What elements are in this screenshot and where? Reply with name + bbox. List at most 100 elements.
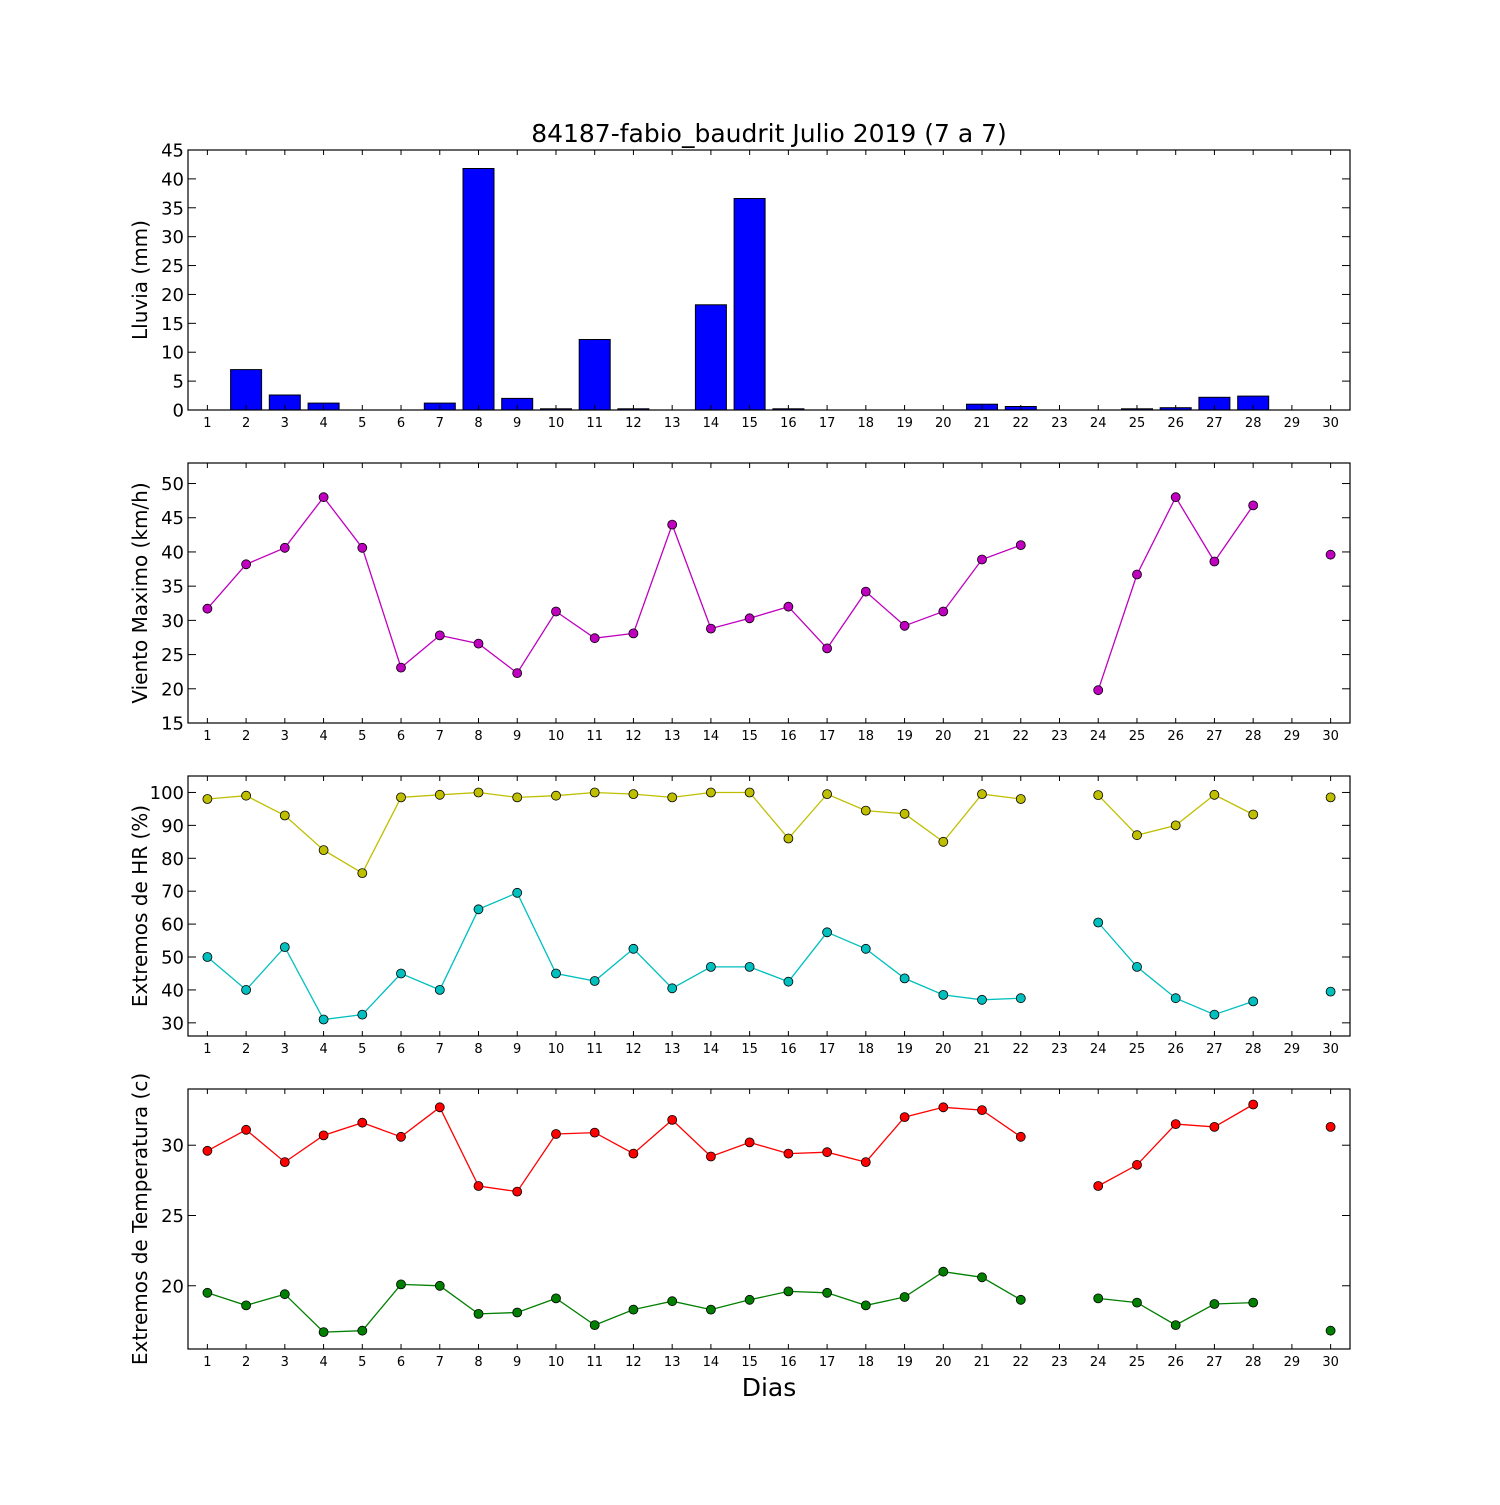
series-2-point-day-26 xyxy=(1170,1320,1181,1330)
panel-4-xtick-label-3: 3 xyxy=(281,1355,289,1370)
panel-2-ytick-label-35: 35 xyxy=(161,577,184,598)
series-1-point-day-5 xyxy=(357,542,368,553)
series-1-point-day-2 xyxy=(241,790,252,801)
panel-1-xtick-label-9: 9 xyxy=(513,416,521,431)
panel-4-xtick-label-21: 21 xyxy=(974,1355,991,1370)
series-2-point-day-6 xyxy=(396,968,406,979)
series-2-point-day-10 xyxy=(551,1293,561,1304)
panel-3-xtick-label-15: 15 xyxy=(741,1042,758,1057)
panel-2-xtick-label-19: 19 xyxy=(896,729,913,744)
series-1-point-day-17 xyxy=(822,1147,832,1158)
panel-3-xtick-label-11: 11 xyxy=(586,1042,603,1057)
series-2-point-day-20 xyxy=(938,990,949,1000)
series-2-point-day-11 xyxy=(589,976,600,986)
series-1-point-day-17 xyxy=(822,789,832,799)
series-2-point-day-8 xyxy=(473,904,484,915)
series-2-point-day-27 xyxy=(1209,1299,1220,1309)
panel-4-xtick-label-24: 24 xyxy=(1090,1355,1107,1370)
series-2-point-day-14 xyxy=(706,962,716,972)
panel-2-xtick-label-7: 7 xyxy=(436,729,444,744)
series-1-point-day-9 xyxy=(512,1186,523,1197)
series-1-point-day-15 xyxy=(744,613,755,624)
series-2-point-day-19 xyxy=(899,1292,910,1302)
panel-4-xtick-label-6: 6 xyxy=(397,1355,405,1370)
series-2-point-day-17 xyxy=(822,927,832,938)
chart-title: 84187-fabio_baudrit Julio 2019 (7 a 7) xyxy=(531,119,1007,148)
panel-2-xtick-label-10: 10 xyxy=(548,729,565,744)
series-1-point-day-18 xyxy=(860,586,871,597)
series-2-line-segment-1 xyxy=(207,1271,1022,1333)
series-2-line-segment-1 xyxy=(206,891,1021,1021)
panel-1-ytick-label-5: 5 xyxy=(173,372,184,393)
panel-1-xtick-label-26: 26 xyxy=(1167,416,1184,431)
panel-2-ytick-label-20: 20 xyxy=(161,679,184,700)
panel-1-xtick-label-30: 30 xyxy=(1322,416,1339,431)
series-1-point-day-22 xyxy=(1015,1131,1026,1142)
panel-2-xtick-label-29: 29 xyxy=(1284,729,1301,744)
panel-2-xtick-label-28: 28 xyxy=(1245,729,1262,744)
panel-3-xtick-label-26: 26 xyxy=(1167,1042,1184,1057)
series-1-point-day-22 xyxy=(1015,794,1026,804)
panel-1-ytick-label-0: 0 xyxy=(173,401,184,422)
panel-4-xtick-label-1: 1 xyxy=(203,1355,211,1370)
series-1-point-day-20 xyxy=(938,1102,949,1113)
series-2-point-day-5 xyxy=(357,1009,368,1020)
panel-3-ytick-label-70: 70 xyxy=(161,882,184,903)
panel-3-xtick-label-8: 8 xyxy=(474,1042,482,1057)
series-1-point-day-6 xyxy=(396,662,406,673)
panel-2-xtick-label-1: 1 xyxy=(203,729,211,744)
series-1-point-day-3 xyxy=(279,810,290,821)
series-1-point-day-19 xyxy=(899,1112,910,1122)
series-1-point-day-1 xyxy=(202,603,213,614)
series-1-point-day-13 xyxy=(667,519,678,530)
series-1-point-day-25 xyxy=(1132,569,1142,580)
panel-3-xtick-label-22: 22 xyxy=(1013,1042,1030,1057)
series-2-point-day-9 xyxy=(512,1307,523,1318)
series-1-point-day-8 xyxy=(473,638,484,649)
panel-4-xtick-label-14: 14 xyxy=(703,1355,720,1370)
series-1-point-day-17 xyxy=(822,643,832,654)
panel-4-xtick-label-7: 7 xyxy=(436,1355,444,1370)
panel-3-xtick-label-10: 10 xyxy=(548,1042,565,1057)
panel-2-xtick-label-13: 13 xyxy=(664,729,681,744)
series-1-point-day-30 xyxy=(1325,1122,1336,1132)
series-1-point-day-14 xyxy=(706,623,716,634)
panel-3-ylabel: Extremos de HR (%) xyxy=(128,805,152,1007)
panel-1-ytick-label-10: 10 xyxy=(161,343,184,364)
panel-2-xtick-label-8: 8 xyxy=(474,729,482,744)
series-1-point-day-24 xyxy=(1093,790,1104,800)
series-1-point-day-9 xyxy=(512,792,523,803)
series-1-point-day-5 xyxy=(357,1117,368,1128)
panel-4-ytick-label-25: 25 xyxy=(161,1206,184,1227)
panel-2-xtick-label-20: 20 xyxy=(935,729,952,744)
panel-3-xtick-label-12: 12 xyxy=(625,1042,642,1057)
series-1-point-day-2 xyxy=(241,1124,252,1135)
panel-2-xtick-label-27: 27 xyxy=(1206,729,1223,744)
panel-1-xtick-label-23: 23 xyxy=(1051,416,1068,431)
panel-4-xtick-label-27: 27 xyxy=(1206,1355,1223,1370)
panel-4-xtick-label-22: 22 xyxy=(1013,1355,1030,1370)
panel-3-xtick-label-18: 18 xyxy=(858,1042,875,1057)
panel-1-xtick-label-11: 11 xyxy=(586,416,603,431)
panel-4-ytick-label-30: 30 xyxy=(161,1136,184,1157)
panel-2-xtick-label-24: 24 xyxy=(1090,729,1107,744)
series-2-point-day-28 xyxy=(1248,996,1259,1007)
panel-2-xtick-label-22: 22 xyxy=(1013,729,1030,744)
panel-3-xtick-label-24: 24 xyxy=(1090,1042,1107,1057)
panel-4-xtick-label-10: 10 xyxy=(548,1355,565,1370)
series-2-point-day-19 xyxy=(899,973,910,984)
panel-1-xtick-label-16: 16 xyxy=(780,416,797,431)
panel-2-xtick-label-16: 16 xyxy=(780,729,797,744)
series-2-point-day-9 xyxy=(512,887,523,898)
panel-1-xtick-label-1: 1 xyxy=(203,416,211,431)
series-1-point-day-28 xyxy=(1248,1099,1259,1110)
series-1-point-day-20 xyxy=(938,606,949,617)
series-2-point-day-17 xyxy=(822,1287,832,1298)
panel-3-xtick-label-7: 7 xyxy=(436,1042,444,1057)
series-1-line-segment-1 xyxy=(207,1106,1022,1193)
series-1-point-day-28 xyxy=(1248,809,1259,820)
panel-3-ytick-label-90: 90 xyxy=(161,816,184,837)
panel-1-xtick-label-27: 27 xyxy=(1206,416,1223,431)
series-1-point-day-18 xyxy=(860,805,871,816)
panel-4-xtick-label-16: 16 xyxy=(780,1355,797,1370)
